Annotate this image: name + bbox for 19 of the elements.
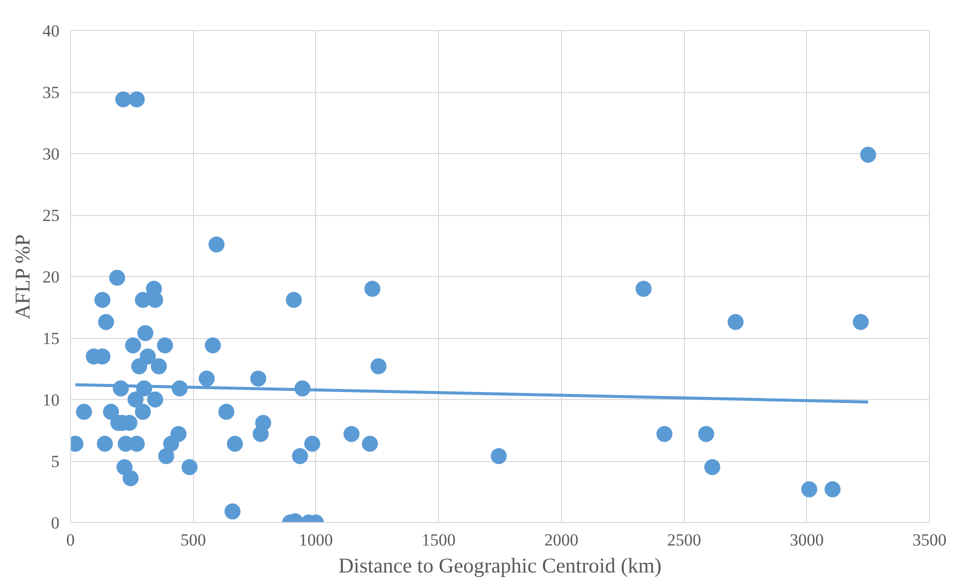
x-tick-label: 500 — [180, 530, 206, 550]
x-tick-label: 1000 — [298, 530, 333, 550]
x-tick-label: 0 — [66, 530, 75, 550]
y-axis-title: AFLP %P — [10, 234, 34, 320]
x-tick-label: 3000 — [790, 530, 824, 550]
y-tick-label: 35 — [42, 83, 60, 102]
x-tick-label: 2000 — [544, 530, 578, 550]
y-tick-label: 10 — [42, 390, 60, 410]
x-tick-label: 2500 — [667, 530, 702, 550]
y-tick-label: 40 — [42, 22, 60, 40]
y-tick-label: 20 — [42, 268, 60, 286]
y-tick-label: 5 — [51, 452, 60, 471]
y-tick-label: 25 — [42, 206, 60, 225]
y-tick-label: 0 — [51, 514, 60, 532]
x-tick-label: 3500 — [912, 530, 946, 550]
x-axis-title: Distance to Geographic Centroid (km) — [338, 554, 662, 578]
x-tick-label: 1500 — [422, 530, 456, 550]
y-tick-label: 15 — [42, 329, 60, 348]
y-tick-label: 30 — [42, 144, 60, 164]
